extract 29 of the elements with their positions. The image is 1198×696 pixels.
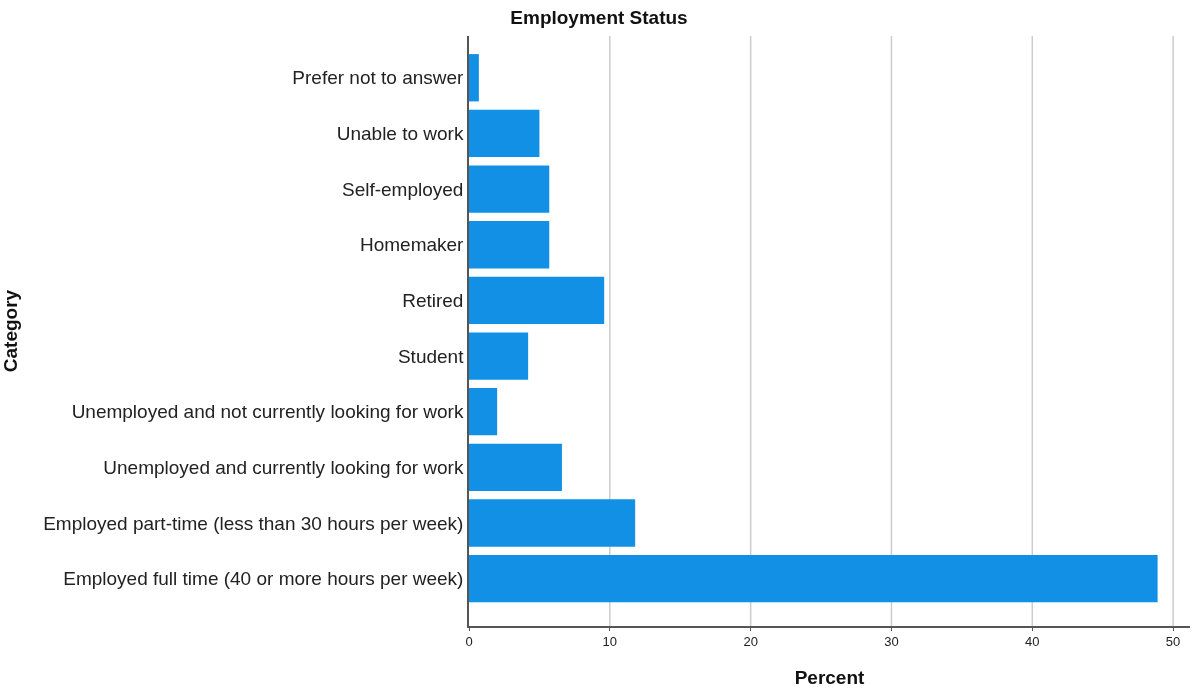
chart-title: Employment Status [510,6,688,28]
y-tick-label: Prefer not to answer [292,67,465,89]
y-tick-label: Employed full time (40 or more hours per week) [63,568,464,590]
bar [469,109,540,158]
y-tick-label: Student [397,345,465,367]
bar [469,332,529,380]
x-tick-label: 50 [1165,634,1181,650]
y-tick-label: Employed part-time (less than 30 hours per week) [43,512,464,534]
bar [469,276,605,325]
y-tick-label: Unemployed and not currently looking for work [71,401,464,423]
bar [469,499,636,547]
x-tick-label: 40 [1025,634,1040,650]
x-tick-label: 20 [743,634,758,650]
bar [469,388,498,436]
bar [469,165,550,213]
bar [469,555,1158,603]
x-tick-label: 0 [465,634,473,650]
x-tick-label: 30 [884,634,899,650]
bar [469,443,562,492]
y-tick-label: Self-employed [342,178,464,200]
x-axis-title: Percent [794,666,866,688]
bar [469,221,550,269]
y-tick-label: Homemaker [359,234,465,256]
y-tick-label: Retired [402,290,464,312]
y-axis-title: Category [0,289,21,373]
x-tick-label: 10 [602,634,618,650]
y-tick-label: Unable to work [336,123,464,145]
bar [469,54,479,102]
y-tick-label: Unemployed and currently looking for work [103,457,464,479]
